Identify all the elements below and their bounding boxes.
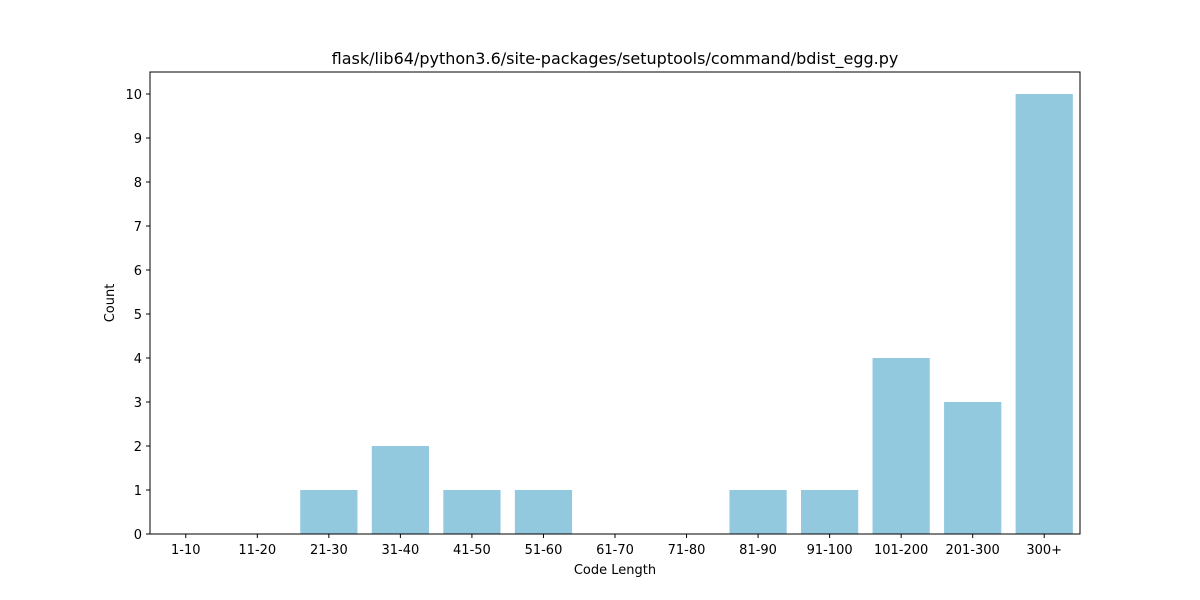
x-tick-label: 91-100 bbox=[807, 543, 853, 558]
bar-21-30 bbox=[300, 490, 358, 534]
x-tick-label: 300+ bbox=[1026, 543, 1062, 558]
y-tick-label: 1 bbox=[134, 484, 142, 499]
x-tick-label: 61-70 bbox=[596, 543, 634, 558]
bar-51-60 bbox=[514, 490, 573, 534]
bar-91-100 bbox=[801, 490, 859, 534]
y-tick-label: 4 bbox=[134, 352, 142, 367]
y-tick-label: 8 bbox=[134, 176, 142, 191]
x-axis: 1-10 11-20 21-30 31-40 41-50 51-60 61-70 71-80 8… bbox=[171, 534, 1062, 558]
x-tick-label: 51-60 bbox=[525, 543, 563, 558]
x-tick-label: 31-40 bbox=[381, 543, 419, 558]
bar-81-90 bbox=[729, 490, 787, 534]
plot-frame bbox=[149, 71, 1081, 535]
y-axis-label: Count bbox=[103, 284, 118, 323]
x-tick-label: 1-10 bbox=[171, 543, 201, 558]
y-tick-label: 3 bbox=[134, 396, 142, 411]
bar-300+ bbox=[1015, 94, 1073, 534]
chart-title: flask/lib64/python3.6/site-packages/setu… bbox=[332, 49, 899, 69]
bar-31-40 bbox=[371, 446, 429, 534]
x-tick-label: 71-80 bbox=[668, 543, 706, 558]
x-tick-label: 41-50 bbox=[453, 543, 491, 558]
y-tick-label: 7 bbox=[134, 220, 142, 235]
bar-201-300 bbox=[944, 402, 1002, 534]
y-tick-label: 9 bbox=[134, 132, 142, 147]
x-axis-label: Code Length bbox=[574, 563, 656, 578]
y-tick-label: 10 bbox=[125, 88, 142, 103]
bars-group bbox=[300, 94, 1073, 534]
x-tick-label: 11-20 bbox=[238, 543, 276, 558]
y-tick-label: 2 bbox=[134, 440, 142, 455]
y-tick-label: 5 bbox=[134, 308, 142, 323]
x-tick-label: 101-200 bbox=[874, 543, 928, 558]
y-tick-label: 0 bbox=[134, 528, 142, 543]
y-tick-label: 6 bbox=[134, 264, 142, 279]
x-tick-label: 21-30 bbox=[310, 543, 348, 558]
bar-41-50 bbox=[443, 490, 501, 534]
bar-101-200 bbox=[872, 358, 930, 534]
y-axis: 0 1 2 3 4 5 6 7 8 9 10 bbox=[125, 88, 150, 543]
x-tick-label: 81-90 bbox=[739, 543, 777, 558]
x-tick-label: 201-300 bbox=[946, 543, 1000, 558]
